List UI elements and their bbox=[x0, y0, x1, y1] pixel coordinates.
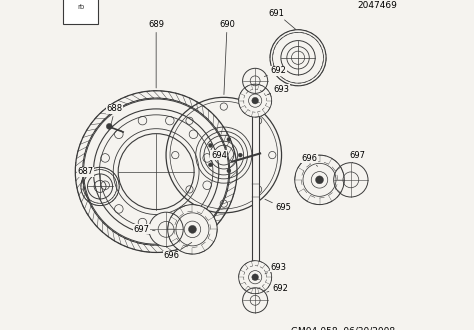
Text: 693: 693 bbox=[265, 263, 286, 274]
Text: 687: 687 bbox=[77, 167, 93, 184]
Text: 697: 697 bbox=[133, 225, 155, 234]
Text: 692: 692 bbox=[267, 284, 288, 293]
Text: 696: 696 bbox=[301, 154, 318, 166]
Circle shape bbox=[295, 155, 344, 205]
Text: 694: 694 bbox=[211, 150, 231, 161]
Text: 696: 696 bbox=[163, 243, 192, 260]
Circle shape bbox=[81, 167, 119, 206]
Circle shape bbox=[227, 137, 231, 141]
Circle shape bbox=[252, 97, 258, 104]
Circle shape bbox=[168, 205, 217, 254]
Circle shape bbox=[243, 68, 268, 93]
Text: 697: 697 bbox=[349, 150, 365, 163]
Text: 691: 691 bbox=[269, 9, 296, 30]
Text: GM04-058  06/20/2008: GM04-058 06/20/2008 bbox=[292, 327, 395, 330]
Text: 693: 693 bbox=[268, 84, 290, 95]
Circle shape bbox=[166, 97, 282, 213]
Circle shape bbox=[252, 274, 258, 280]
Circle shape bbox=[149, 212, 183, 247]
Circle shape bbox=[209, 144, 212, 148]
Circle shape bbox=[334, 163, 368, 197]
Circle shape bbox=[238, 153, 242, 157]
Bar bbox=[252, 91, 259, 290]
Circle shape bbox=[75, 91, 237, 252]
Text: 690: 690 bbox=[219, 20, 235, 95]
Text: 692: 692 bbox=[264, 66, 286, 77]
Circle shape bbox=[106, 123, 112, 129]
Text: rb: rb bbox=[77, 4, 84, 10]
Text: 689: 689 bbox=[148, 20, 164, 88]
Circle shape bbox=[243, 288, 268, 313]
Circle shape bbox=[227, 169, 231, 173]
Text: 695: 695 bbox=[265, 199, 291, 213]
Circle shape bbox=[238, 84, 272, 117]
Circle shape bbox=[209, 163, 212, 167]
Text: 688: 688 bbox=[107, 104, 123, 126]
Circle shape bbox=[238, 261, 272, 294]
Text: 2047469: 2047469 bbox=[357, 1, 397, 10]
Circle shape bbox=[189, 225, 196, 233]
Circle shape bbox=[270, 30, 326, 86]
Circle shape bbox=[316, 176, 323, 184]
